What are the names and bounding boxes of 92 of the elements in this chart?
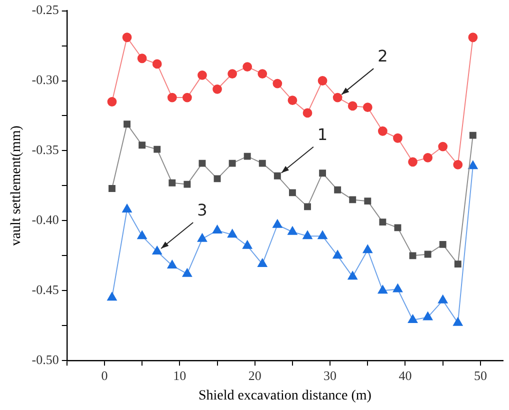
point <box>319 170 326 177</box>
point <box>332 92 342 102</box>
y-tick-label: -0.40 <box>32 212 59 228</box>
point <box>394 224 402 232</box>
point <box>379 218 386 226</box>
point <box>378 285 388 294</box>
point <box>423 153 433 162</box>
point <box>302 230 312 240</box>
y-tick-label: -0.35 <box>32 142 59 158</box>
point <box>318 230 328 240</box>
point <box>184 180 191 188</box>
point <box>408 314 418 324</box>
point <box>108 185 116 192</box>
point <box>288 226 298 235</box>
point <box>364 198 372 205</box>
point <box>378 126 388 136</box>
point <box>228 69 238 78</box>
point <box>227 229 238 238</box>
point <box>468 32 478 42</box>
point <box>362 244 372 254</box>
y-tick-label: -0.25 <box>32 2 59 18</box>
point <box>468 160 478 170</box>
point <box>182 268 192 277</box>
x-tick-label: 30 <box>324 368 337 383</box>
point <box>318 76 328 86</box>
point <box>304 203 311 210</box>
point <box>107 292 117 301</box>
point <box>152 59 162 69</box>
point <box>138 142 146 149</box>
point <box>107 97 117 106</box>
point <box>453 160 463 170</box>
point <box>137 54 147 64</box>
x-tick-label: 10 <box>173 368 186 383</box>
point <box>242 240 252 249</box>
point <box>212 224 222 234</box>
point <box>348 101 358 111</box>
point <box>258 69 268 78</box>
point <box>454 260 462 268</box>
point <box>438 294 448 304</box>
point <box>122 32 132 42</box>
point <box>424 250 432 258</box>
x-axis-title: Shield excavation distance (m) <box>198 388 372 404</box>
point <box>168 179 176 186</box>
x-tick-label: 40 <box>398 368 412 383</box>
point <box>167 92 177 102</box>
point <box>122 204 132 212</box>
y-tick-label: -0.45 <box>32 282 59 298</box>
point <box>288 189 296 196</box>
x-tick-label: 50 <box>474 368 487 383</box>
point <box>334 186 342 194</box>
point <box>453 317 463 326</box>
point <box>198 160 206 167</box>
point <box>469 132 476 139</box>
point <box>197 233 208 242</box>
point <box>212 84 222 94</box>
point <box>362 102 372 112</box>
point <box>438 142 448 152</box>
annotation: 3 <box>197 200 208 220</box>
point <box>288 96 298 106</box>
x-tick-label: 20 <box>248 368 262 383</box>
point <box>214 175 221 182</box>
point <box>272 219 282 228</box>
x-tick-label: 0 <box>101 368 108 383</box>
point <box>154 146 161 153</box>
point <box>274 172 281 180</box>
y-tick-label: -0.50 <box>32 352 59 368</box>
point <box>167 260 177 268</box>
point <box>392 284 403 292</box>
point <box>439 240 446 248</box>
point <box>182 92 192 102</box>
point <box>244 152 251 160</box>
point <box>422 312 433 320</box>
point <box>137 230 147 240</box>
annotation: 2 <box>378 46 388 66</box>
point <box>348 271 358 280</box>
y-axis-title: vault settlement(mm) <box>9 125 24 246</box>
y-tick-label: -0.30 <box>32 72 59 88</box>
annotation: 1 <box>317 125 328 144</box>
point <box>258 160 266 167</box>
point <box>393 133 402 143</box>
point <box>152 246 162 254</box>
point <box>242 62 252 72</box>
point <box>272 78 282 88</box>
point <box>349 196 356 204</box>
point <box>302 108 312 118</box>
point <box>258 258 268 268</box>
point <box>408 157 418 167</box>
point <box>228 160 236 167</box>
point <box>409 252 416 260</box>
point <box>198 70 207 80</box>
point <box>124 120 131 128</box>
point <box>332 250 342 259</box>
